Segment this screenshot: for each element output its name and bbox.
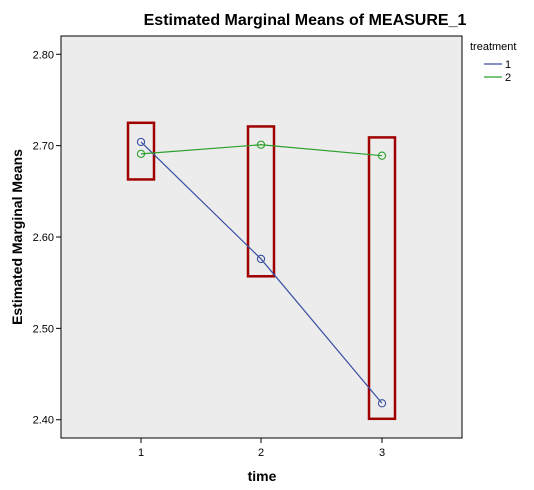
- highlight-box: [246, 125, 276, 278]
- legend-label: 2: [505, 72, 511, 84]
- data-point: [136, 149, 146, 159]
- highlight-box: [367, 136, 397, 421]
- y-tick-label: 2.70: [33, 141, 54, 153]
- data-point: [377, 151, 387, 160]
- y-tick-label: 2.80: [33, 49, 54, 61]
- series-line-1: [140, 141, 383, 404]
- plot-area: [60, 35, 463, 439]
- legend-label: 1: [505, 59, 511, 71]
- y-tick-label: 2.60: [33, 232, 54, 244]
- y-axis-title: Estimated Marginal Means: [9, 149, 25, 325]
- series-layer: [136, 137, 387, 408]
- x-tick-label: 2: [258, 447, 264, 459]
- highlight-boxes: [126, 121, 397, 421]
- y-axis: 2.40 2.50 2.60 2.70 2.80: [33, 49, 61, 427]
- data-point: [256, 254, 266, 264]
- legend: treatment 12: [470, 41, 516, 84]
- data-point: [256, 140, 266, 149]
- x-tick-label: 3: [379, 447, 385, 459]
- series-line-2: [140, 144, 383, 157]
- chart-title: Estimated Marginal Means of MEASURE_1: [144, 12, 467, 29]
- x-axis-title: time: [248, 468, 277, 484]
- y-tick-label: 2.40: [33, 415, 54, 427]
- highlight-box: [126, 121, 156, 181]
- y-tick-label: 2.50: [33, 323, 54, 335]
- legend-title: treatment: [470, 41, 516, 53]
- data-point: [377, 399, 387, 408]
- data-point: [136, 137, 146, 147]
- x-tick-label: 1: [138, 447, 144, 459]
- x-axis: 1 2 3: [138, 438, 385, 459]
